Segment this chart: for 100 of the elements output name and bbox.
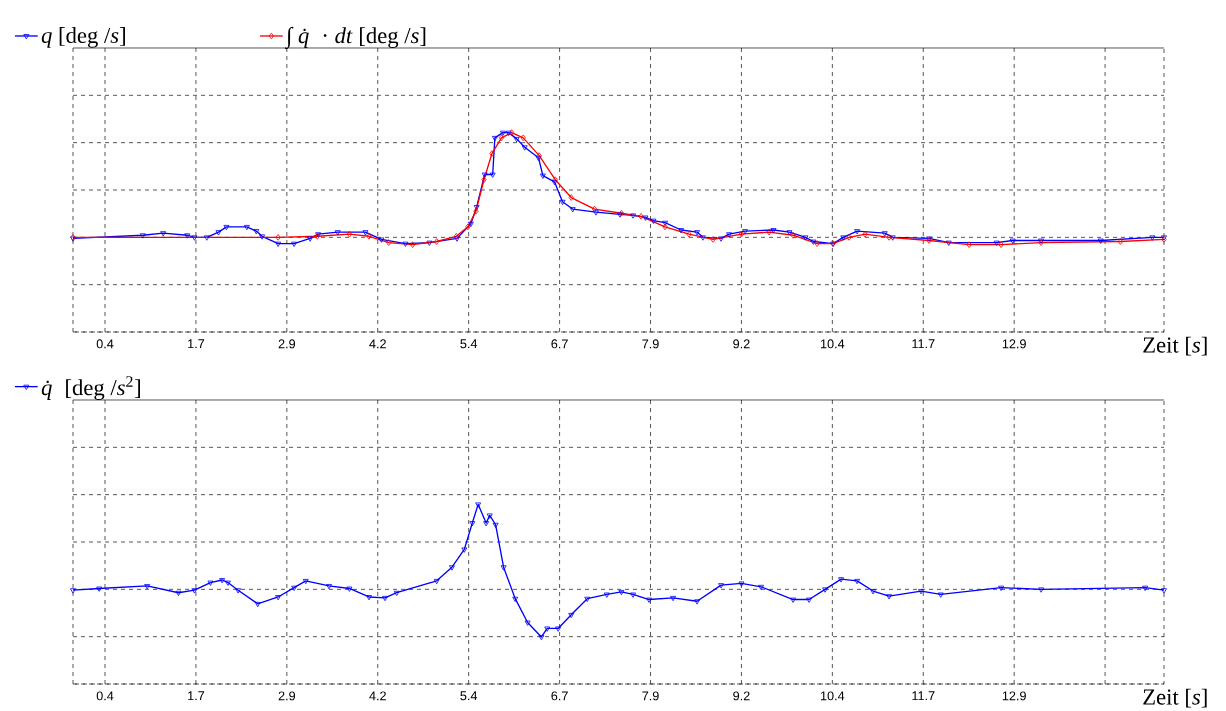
point <box>966 241 972 248</box>
point <box>998 585 1005 591</box>
point <box>473 207 479 215</box>
point <box>846 234 852 241</box>
point <box>544 626 551 632</box>
point <box>646 597 652 603</box>
x-axis-title: Zeit [s] <box>1143 336 1207 356</box>
x-tick-label: 11.7 <box>912 339 935 349</box>
point <box>937 592 944 598</box>
point <box>758 584 765 591</box>
point <box>662 223 668 231</box>
point <box>822 587 829 593</box>
point <box>382 595 388 602</box>
point <box>886 234 892 241</box>
point <box>254 601 261 608</box>
x-tick-label: 2.9 <box>278 691 296 701</box>
point <box>235 588 242 594</box>
point <box>603 592 610 598</box>
x-tick-label: 4.2 <box>369 691 386 701</box>
point <box>512 596 519 603</box>
point <box>275 234 281 241</box>
point <box>686 230 692 238</box>
point <box>1038 587 1045 593</box>
x-tick-label: 6.7 <box>551 339 568 349</box>
point <box>638 213 644 220</box>
point <box>630 592 636 598</box>
point <box>568 194 574 201</box>
point <box>326 584 332 590</box>
point <box>207 580 214 586</box>
point <box>433 578 440 585</box>
x-tick-label: 11.7 <box>912 691 935 701</box>
x-tick-label: 10.4 <box>820 339 845 349</box>
point <box>670 595 676 602</box>
point <box>461 547 468 553</box>
point <box>486 513 493 519</box>
point <box>718 583 724 589</box>
x-tick-label: 9.2 <box>733 339 750 349</box>
x-tick-label: 12.9 <box>1002 691 1026 701</box>
point <box>838 577 845 583</box>
point <box>806 597 813 603</box>
point <box>555 626 562 632</box>
point <box>483 521 490 527</box>
point <box>498 134 505 142</box>
point <box>854 578 861 585</box>
point <box>434 238 440 245</box>
point <box>738 230 745 238</box>
point <box>520 134 526 142</box>
point <box>449 565 455 571</box>
x-tick-label: 4.2 <box>369 339 386 349</box>
point <box>410 241 416 248</box>
point <box>886 594 893 600</box>
x-axis-title: Zeit [s] <box>1143 688 1207 708</box>
point <box>1117 238 1123 245</box>
x-tick-label: 9.2 <box>733 691 750 701</box>
point <box>366 595 372 601</box>
point <box>500 565 507 571</box>
point <box>918 589 925 595</box>
point <box>998 241 1004 248</box>
point <box>275 595 282 601</box>
x-tick-label: 2.9 <box>278 339 296 349</box>
point <box>618 590 625 596</box>
point <box>538 635 545 641</box>
point <box>862 230 868 238</box>
point <box>492 522 499 529</box>
point <box>191 588 198 594</box>
x-tick-label: 0.4 <box>96 339 114 349</box>
point <box>524 620 531 626</box>
point <box>568 612 575 619</box>
point <box>346 586 353 592</box>
point <box>469 521 476 527</box>
legend-label: ∫ q̇ · dt [deg /s] <box>284 26 426 50</box>
point <box>790 597 797 603</box>
point <box>175 590 182 597</box>
x-tick-label: 7.9 <box>642 339 659 349</box>
point <box>144 584 151 590</box>
point <box>291 585 298 591</box>
point <box>224 580 231 586</box>
point <box>481 176 487 184</box>
point <box>393 590 400 597</box>
x-tick-label: 10.4 <box>820 691 845 701</box>
point <box>710 236 716 243</box>
point <box>1161 588 1167 594</box>
point <box>1142 585 1149 591</box>
point <box>591 205 598 213</box>
point <box>453 232 459 240</box>
point <box>475 502 482 508</box>
x-tick-label: 6.7 <box>551 691 568 701</box>
point <box>366 232 372 240</box>
x-tick-label: 5.4 <box>460 691 478 701</box>
legend-label: q [deg /s] <box>41 27 125 48</box>
point <box>766 228 772 236</box>
x-tick-label: 7.9 <box>642 691 659 701</box>
point <box>302 578 309 585</box>
point <box>870 589 877 595</box>
x-tick-label: 0.4 <box>96 691 114 701</box>
point <box>489 150 495 157</box>
point <box>346 230 352 238</box>
point <box>219 578 226 584</box>
x-tick-label: 1.7 <box>188 691 205 701</box>
point <box>70 588 76 594</box>
